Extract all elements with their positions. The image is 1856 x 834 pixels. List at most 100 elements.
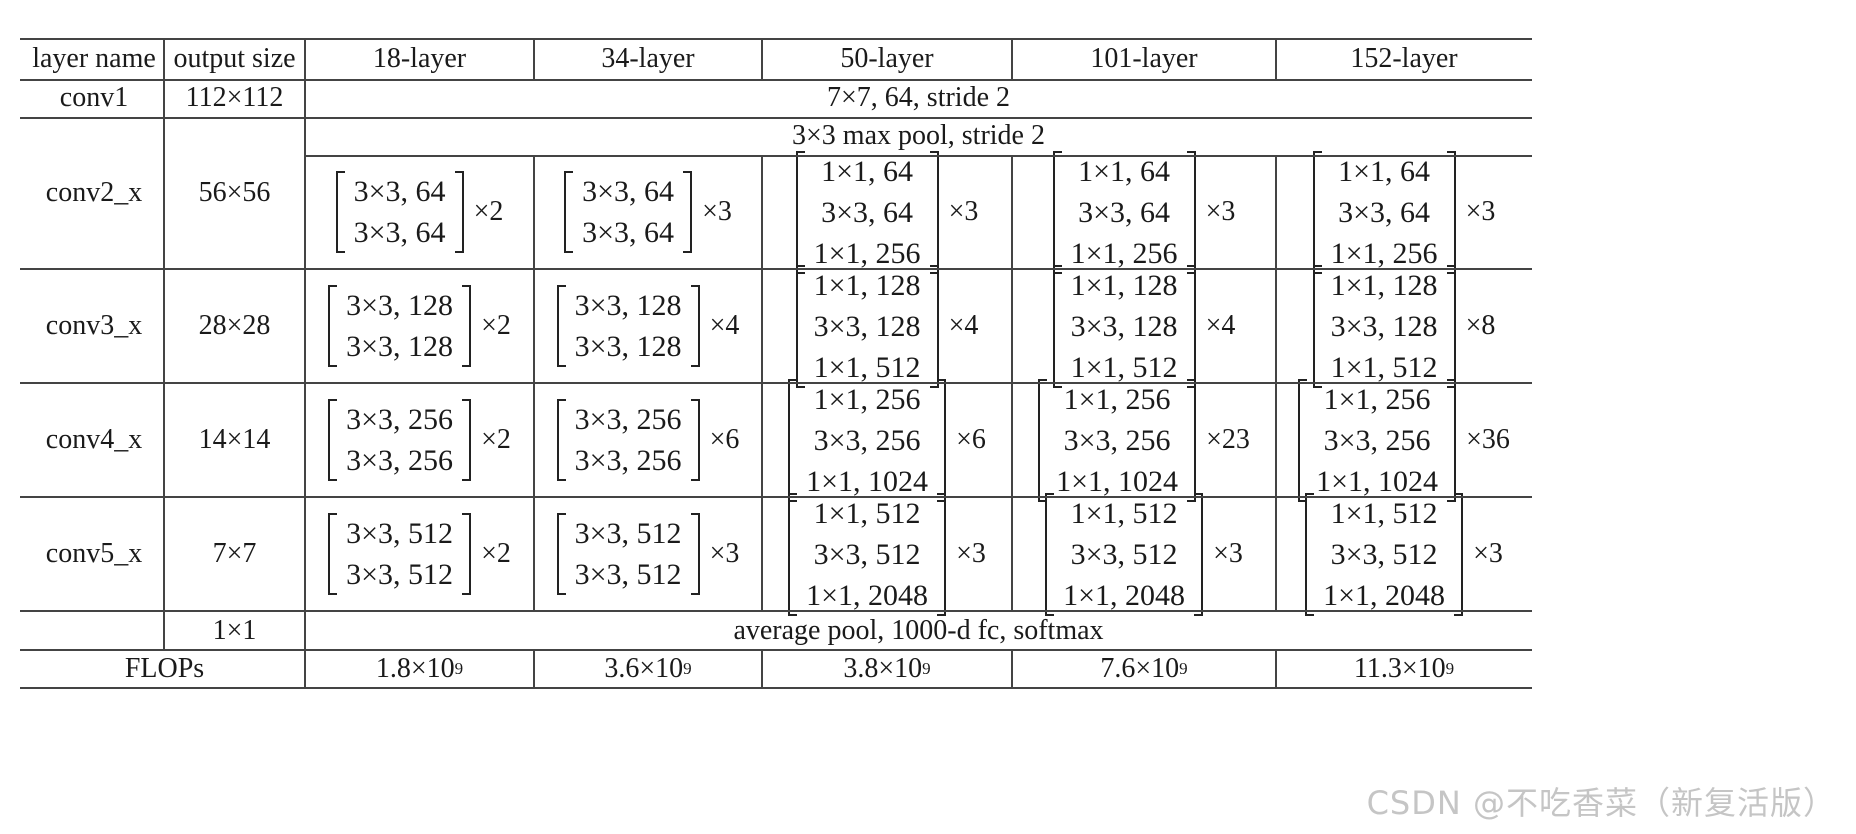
block-line: 1×1, 64: [821, 154, 914, 188]
block-line: 1×1, 2048: [1323, 578, 1446, 612]
block-line: 3×3, 64: [353, 216, 446, 249]
bracket-matrix: 1×1, 512 3×3, 512 1×1, 2048: [1305, 492, 1463, 616]
csdn-watermark: CSDN @不吃香菜（新复活版）: [1366, 784, 1836, 822]
block-line: 3×3, 64: [582, 216, 675, 249]
bracket-matrix: 3×3, 64 3×3, 64: [564, 171, 692, 253]
block-multiplier: ×3: [948, 196, 979, 227]
bracket-matrix: 3×3, 512 3×3, 512: [556, 513, 700, 595]
conv4_x-output-size: 14×14: [198, 424, 271, 455]
bracket-matrix: 1×1, 256 3×3, 256 1×1, 1024: [788, 378, 946, 502]
block-line: 3×3, 256: [813, 423, 921, 457]
block-multiplier: ×3: [702, 196, 732, 227]
block-multiplier: ×3: [709, 538, 740, 569]
table-rule: [1275, 155, 1277, 610]
bracket-matrix: 3×3, 128 3×3, 128: [328, 285, 471, 367]
bracket-matrix: 3×3, 256 3×3, 256: [328, 399, 471, 481]
conv2_x-name: conv2_x: [45, 177, 143, 208]
conv5_x-block-1: 3×3, 512 3×3, 512 ×3: [535, 497, 761, 611]
conv4_x-block-1: 3×3, 256 3×3, 256 ×6: [535, 383, 761, 497]
block-line: 3×3, 256: [574, 403, 682, 436]
conv4_x-block-4: 1×1, 256 3×3, 256 1×1, 1024 ×36: [1277, 378, 1531, 502]
conv5_x-name: conv5_x: [45, 538, 143, 569]
block-line: 1×1, 128: [1070, 268, 1178, 302]
table-rule: [20, 382, 1532, 384]
bracket-matrix: 1×1, 128 3×3, 128 1×1, 512: [795, 264, 939, 388]
conv3_x-block-1: 3×3, 128 3×3, 128 ×4: [535, 269, 761, 383]
block-line: 3×3, 512: [1330, 537, 1438, 571]
flops-base: 7.6×10: [1100, 653, 1180, 684]
bracket-matrix: 1×1, 128 3×3, 128 1×1, 512: [1312, 264, 1456, 388]
header-152-layer: 152-layer: [1350, 42, 1458, 74]
conv5_x-block-0: 3×3, 512 3×3, 512 ×2: [306, 497, 533, 611]
conv5_x-block-4: 1×1, 512 3×3, 512 1×1, 2048 ×3: [1277, 492, 1531, 616]
table-rule: [1011, 155, 1013, 610]
flops-value-0: 1.8×10 9: [375, 653, 464, 684]
table-rule: [20, 649, 1532, 651]
block-line: 3×3, 64: [353, 175, 446, 208]
conv2_x-block-0: 3×3, 64 3×3, 64 ×2: [306, 155, 533, 269]
block-line: 3×3, 256: [574, 444, 682, 477]
conv3_x-block-3: 1×1, 128 3×3, 128 1×1, 512 ×4: [1013, 264, 1275, 388]
block-line: 1×1, 256: [1323, 382, 1431, 416]
table-rule: [306, 155, 1532, 157]
flops-base: 3.8×10: [843, 653, 923, 684]
table-rule: [1011, 649, 1013, 687]
bracket-matrix: 3×3, 64 3×3, 64: [335, 171, 464, 253]
block-multiplier: ×3: [1473, 538, 1503, 569]
table-rule: [163, 38, 165, 649]
table-rule: [20, 268, 1532, 270]
bracket-matrix: 1×1, 256 3×3, 256 1×1, 1024: [1298, 378, 1456, 502]
block-line: 3×3, 128: [1070, 309, 1178, 343]
conv5_x-block-3: 1×1, 512 3×3, 512 1×1, 2048 ×3: [1013, 492, 1275, 616]
table-rule: [20, 38, 1532, 40]
block-line: 3×3, 128: [346, 289, 454, 322]
table-rule: [20, 117, 1532, 119]
block-multiplier: ×36: [1466, 424, 1510, 455]
conv4_x-block-2: 1×1, 256 3×3, 256 1×1, 1024 ×6: [763, 378, 1011, 502]
header-101-layer: 101-layer: [1090, 42, 1198, 74]
conv3_x-block-2: 1×1, 128 3×3, 128 1×1, 512 ×4: [763, 264, 1011, 388]
block-line: 1×1, 1024: [1056, 464, 1179, 498]
block-line: 3×3, 128: [813, 309, 921, 343]
conv2_x-block-4: 1×1, 64 3×3, 64 1×1, 256 ×3: [1277, 150, 1531, 274]
flops-value-1: 3.6×10 9: [604, 653, 692, 684]
block-line: 3×3, 128: [346, 330, 454, 363]
flops-value-2: 3.8×10 9: [843, 653, 931, 684]
table-rule: [20, 687, 1532, 689]
flops-base: 11.3×10: [1353, 653, 1446, 684]
bracket-matrix: 1×1, 256 3×3, 256 1×1, 1024: [1038, 378, 1196, 502]
block-line: 3×3, 128: [574, 289, 682, 322]
bracket-matrix: 1×1, 512 3×3, 512 1×1, 2048: [1045, 492, 1203, 616]
block-line: 1×1, 128: [1330, 268, 1438, 302]
block-line: 3×3, 256: [346, 403, 454, 436]
conv3_x-block-0: 3×3, 128 3×3, 128 ×2: [306, 269, 533, 383]
final-size: 1×1: [212, 615, 257, 646]
block-line: 1×1, 512: [1070, 350, 1178, 384]
block-line: 3×3, 256: [1063, 423, 1171, 457]
conv4_x-name: conv4_x: [45, 424, 143, 455]
block-multiplier: ×3: [1465, 196, 1496, 227]
table-rule: [761, 649, 763, 687]
block-line: 3×3, 128: [574, 330, 682, 363]
block-line: 3×3, 512: [813, 537, 921, 571]
block-line: 1×1, 256: [1330, 236, 1438, 270]
block-multiplier: ×2: [481, 424, 511, 455]
block-line: 1×1, 1024: [1316, 464, 1439, 498]
conv3_x-block-4: 1×1, 128 3×3, 128 1×1, 512 ×8: [1277, 264, 1531, 388]
block-line: 1×1, 512: [1070, 496, 1178, 530]
block-line: 3×3, 256: [1323, 423, 1431, 457]
flops-value-3: 7.6×10 9: [1100, 653, 1188, 684]
flops-base: 1.8×10: [375, 653, 455, 684]
block-multiplier: ×2: [481, 310, 511, 341]
block-line: 1×1, 256: [1070, 236, 1178, 270]
block-multiplier: ×4: [1205, 310, 1236, 341]
header-layer-name: layer name: [32, 42, 156, 74]
final-desc: average pool, 1000-d fc, softmax: [733, 615, 1104, 646]
table-rule: [1011, 38, 1013, 79]
block-line: 3×3, 512: [1070, 537, 1178, 571]
table-rule: [304, 38, 306, 687]
block-line: 1×1, 512: [1330, 350, 1438, 384]
table-rule: [533, 649, 535, 687]
table-rule: [1275, 38, 1277, 79]
block-line: 1×1, 64: [1078, 154, 1171, 188]
